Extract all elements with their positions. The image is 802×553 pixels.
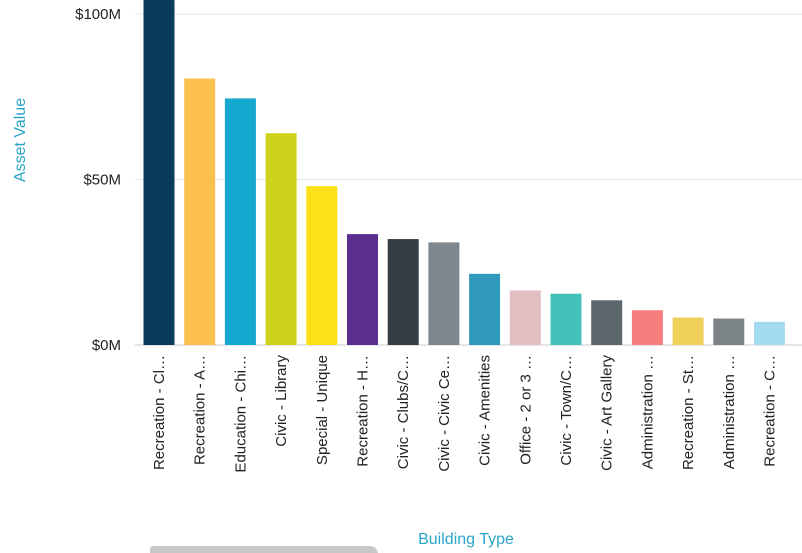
x-tick-label: Administration … bbox=[721, 355, 738, 469]
x-tick-label: Civic - Library bbox=[273, 355, 290, 447]
x-tick-label: Special - Unique bbox=[314, 355, 331, 465]
y-tick-label: $100M bbox=[75, 6, 121, 23]
x-tick-label: Civic - Amenities bbox=[477, 355, 494, 466]
bar[interactable] bbox=[224, 98, 256, 345]
x-tick-label: Education - Chi… bbox=[232, 355, 249, 473]
x-tick-label: Civic - Civic Ce… bbox=[436, 355, 453, 472]
x-tick-label: Recreation - A… bbox=[192, 355, 209, 465]
x-axis-title: Building Type bbox=[418, 531, 514, 548]
bar[interactable] bbox=[672, 317, 704, 345]
bar[interactable] bbox=[143, 0, 175, 345]
bar[interactable] bbox=[591, 300, 623, 345]
bar[interactable] bbox=[428, 242, 460, 345]
x-tick-label: Recreation - H… bbox=[355, 355, 372, 467]
scrollbar-thumb[interactable] bbox=[150, 546, 378, 553]
y-tick-label: $50M bbox=[83, 172, 121, 189]
bar[interactable] bbox=[754, 321, 785, 345]
x-tick-label: Office - 2 or 3 … bbox=[517, 355, 534, 465]
bar[interactable] bbox=[631, 310, 663, 345]
bar[interactable] bbox=[469, 273, 501, 345]
y-tick-label: $0M bbox=[92, 337, 121, 354]
x-tick-label: Recreation - St… bbox=[680, 355, 697, 470]
bar[interactable] bbox=[713, 318, 745, 345]
x-axis-labels: Recreation - Cl… Recreation - A… Education… bbox=[151, 355, 779, 473]
bar[interactable] bbox=[306, 186, 338, 345]
x-tick-label: Recreation - Cl… bbox=[151, 355, 168, 470]
y-axis-ticks: $0M $50M $100M bbox=[75, 6, 121, 354]
x-tick-label: Civic - Town/C… bbox=[558, 355, 575, 466]
bar[interactable] bbox=[509, 290, 541, 345]
y-axis-title: Asset Value bbox=[12, 98, 29, 182]
x-tick-label: Recreation - C… bbox=[762, 355, 779, 467]
bar[interactable] bbox=[265, 133, 297, 345]
bar[interactable] bbox=[347, 234, 378, 345]
bar[interactable] bbox=[550, 293, 582, 345]
x-tick-label: Administration … bbox=[639, 355, 656, 469]
x-tick-label: Civic - Clubs/C… bbox=[395, 355, 412, 469]
bar[interactable] bbox=[184, 78, 216, 346]
x-tick-label: Civic - Art Gallery bbox=[599, 355, 616, 471]
bar[interactable] bbox=[387, 239, 419, 345]
bars bbox=[143, 0, 785, 346]
